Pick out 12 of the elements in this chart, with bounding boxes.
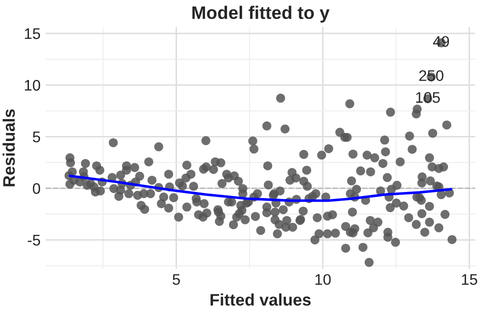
annotation: 49	[433, 36, 449, 47]
x-tick-label: 10	[315, 274, 331, 285]
y-tick-label: 10	[24, 80, 40, 91]
y-tick-label: -5	[28, 234, 40, 246]
y-tick-label: 5	[32, 132, 40, 142]
x-axis-title: Fitted values	[210, 293, 311, 306]
y-tick-label: 0	[32, 183, 40, 194]
chart-title: Model fitted to y	[192, 6, 330, 23]
y-tick-label: 15	[24, 28, 40, 40]
x-tick-label: 15	[462, 274, 478, 285]
y-axis-title: Residuals	[2, 109, 15, 186]
x-tick-label: 5	[172, 274, 180, 285]
